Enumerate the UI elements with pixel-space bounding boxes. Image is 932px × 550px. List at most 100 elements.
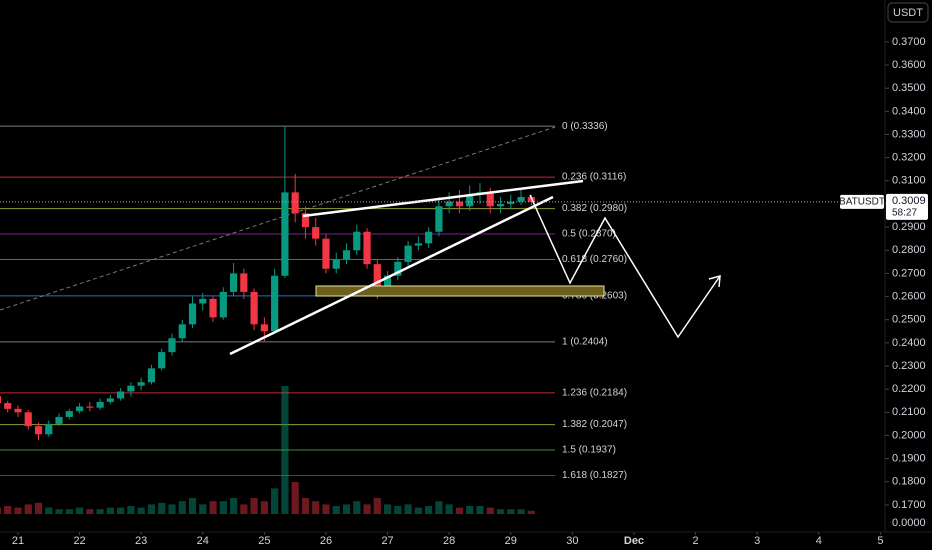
volume-bar [117, 507, 125, 514]
x-tick-label: 29 [505, 535, 517, 547]
fib-level-label: 0.236 (0.3116) [562, 172, 626, 183]
volume-tick-label: 0.0000 [892, 517, 926, 529]
x-tick-label: 3 [754, 535, 760, 547]
volume-bar [75, 507, 84, 514]
candle-body [209, 298, 217, 318]
last-price-label: 0.3009 [892, 195, 926, 207]
volume-bar [394, 506, 402, 514]
volume-bar [425, 506, 433, 514]
candle-body [414, 243, 422, 246]
fib-level-label: 1.382 (0.2047) [562, 419, 627, 430]
projection-path [529, 194, 721, 339]
fib-level-label: 1 (0.2404) [562, 337, 608, 348]
candle-body [486, 192, 494, 207]
candle-body [0, 396, 2, 404]
volume-bar [240, 504, 248, 514]
fib-level-label: 0 (0.3336) [562, 121, 608, 132]
volume-bar [312, 501, 320, 514]
volume-bar [517, 509, 525, 514]
y-tick-label: 0.3100 [892, 175, 926, 187]
volume-bar [507, 509, 515, 514]
y-tick-label: 0.2100 [892, 406, 926, 418]
candle-body [322, 238, 330, 269]
volume-bar [414, 507, 422, 514]
candle-body [106, 398, 114, 402]
fib-level-label: 1.236 (0.2184) [562, 388, 627, 399]
trend-line [229, 195, 554, 356]
candle-body [507, 201, 515, 204]
candle-body [229, 273, 238, 292]
y-tick-label: 0.3400 [892, 105, 926, 117]
fib-level-label: 1.618 (0.1827) [562, 470, 627, 481]
y-tick-label: 0.2900 [892, 221, 926, 233]
volume-bar [168, 504, 176, 514]
candle-body [435, 206, 443, 232]
candle-body [312, 227, 320, 239]
candle-body [240, 273, 248, 292]
y-tick-label: 0.2400 [892, 337, 926, 349]
candle-body [394, 261, 402, 276]
volume-bar [527, 510, 535, 514]
candle-body [260, 324, 268, 332]
candle-body [383, 275, 392, 288]
y-tick-label: 0.2000 [892, 429, 926, 441]
volume-bar [127, 506, 135, 514]
candle-body [137, 382, 145, 386]
candle-body [250, 291, 258, 325]
y-tick-label: 0.3500 [892, 82, 926, 94]
x-tick-label: Dec [624, 535, 644, 547]
volume-bar [455, 507, 464, 514]
candle-body [373, 264, 381, 288]
volume-bar [219, 501, 227, 514]
volume-bar [322, 504, 330, 514]
countdown-label: 58:27 [892, 208, 917, 219]
candle-body [96, 401, 104, 408]
volume-bar [96, 509, 104, 514]
candle-body [496, 203, 505, 207]
candles [0, 126, 535, 441]
volume-bar [466, 506, 474, 514]
candle-body [158, 352, 166, 369]
volume-bar [260, 501, 268, 514]
currency-button[interactable] [887, 2, 929, 23]
candle-body [291, 192, 299, 214]
candle-body [14, 408, 22, 413]
candle-body [86, 406, 94, 408]
volume-bar [476, 506, 484, 514]
volume-bar [45, 507, 53, 514]
volume-bar [178, 501, 186, 514]
volume-bar [445, 504, 453, 514]
volume-bar [291, 482, 299, 514]
volume-bar [158, 502, 166, 514]
fib-level-label: 0.618 (0.2760) [562, 254, 627, 265]
candle-body [4, 403, 12, 409]
candle-body [517, 197, 525, 202]
x-tick-label: 27 [381, 535, 393, 547]
y-tick-label: 0.2600 [892, 290, 926, 302]
x-tick-label: 30 [566, 535, 578, 547]
x-tick-label: 22 [73, 535, 85, 547]
volume-bar [373, 498, 381, 514]
y-tick-label: 0.2700 [892, 267, 926, 279]
volume-bar [86, 509, 94, 514]
volume-bar [209, 501, 217, 514]
candle-body [127, 385, 135, 392]
candle-body [332, 259, 340, 269]
candle-body [301, 213, 310, 228]
candle-body [342, 250, 351, 260]
candle-body [281, 192, 289, 276]
y-tick-label: 0.3300 [892, 128, 926, 140]
y-tick-label: 0.1700 [892, 499, 926, 511]
currency-label[interactable]: USDT [893, 7, 923, 19]
volume-bar [383, 504, 392, 514]
volume-bar [271, 488, 279, 514]
volume-bar [250, 498, 258, 514]
volume-bar [404, 504, 412, 514]
volume-bar [106, 507, 114, 514]
drawings [229, 179, 721, 356]
candle-body [178, 324, 186, 339]
volume-bar [332, 506, 340, 514]
candle-body [404, 245, 412, 262]
